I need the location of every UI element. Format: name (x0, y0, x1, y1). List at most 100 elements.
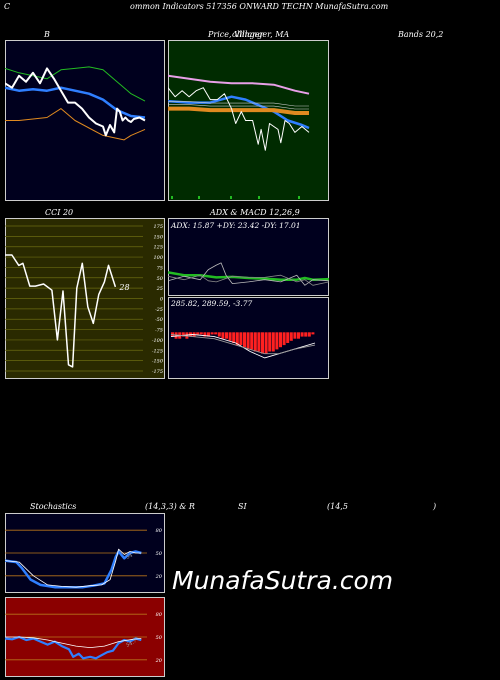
rsi-rsi-line (5, 636, 142, 648)
macd-histogram-bar (264, 332, 268, 354)
macd-histogram-bar (300, 332, 304, 337)
cci-tick-label-11: -100 (152, 338, 164, 344)
cci-panel: 175 150 125 100 75 50 25 0 -25 -50 -75 -100 -125 -150… (5, 218, 165, 379)
macd-histogram-bar (282, 332, 286, 346)
bollinger-label: B (44, 30, 50, 39)
bollinger-middle-line (5, 86, 146, 119)
cci-annotation: 28 (118, 283, 129, 292)
cci-cci-line (5, 254, 117, 368)
stoch-tick-label-0: 80 (156, 528, 163, 534)
macd-histogram-bar (214, 332, 218, 335)
rsi-params-label: (14,5 (327, 502, 348, 511)
macd-histogram-bar (203, 332, 207, 337)
macd-histogram-bar (239, 332, 243, 346)
macd-title: 285.82, 289.59, -3.77 (170, 299, 252, 308)
price-volume-bar-3 (258, 196, 260, 199)
header-left-mark: C (4, 2, 11, 11)
cci-label: CCI 20 (45, 208, 74, 217)
bands-label: Bands 20,2 (398, 30, 444, 39)
macd-histogram-bar (196, 332, 200, 335)
macd-histogram-bar (293, 332, 297, 339)
macd-histogram-bar (307, 332, 311, 337)
macd-histogram-bar (207, 332, 210, 337)
bollinger-panel (5, 40, 165, 201)
bollinger-price-line (5, 67, 146, 137)
rsi-tick-label-1: 50 (156, 635, 163, 641)
watermark: MunafaSutra.com (172, 566, 394, 595)
cci-tick-label-14: -175 (152, 369, 163, 375)
cci-tick-label-10: -75 (155, 328, 163, 334)
stoch-tick-label-2: 20 (155, 574, 163, 580)
macd-histogram-bar (253, 332, 257, 352)
price-band-line-1 (168, 101, 309, 107)
price-price-line (168, 87, 310, 151)
adx-plus_di-line (168, 262, 329, 286)
cci-tick-label-8: -25 (155, 307, 163, 313)
macd-histogram-bar (279, 332, 282, 348)
macd-histogram-bar (235, 332, 239, 346)
cci-tick-label-13: -150 (152, 359, 164, 365)
macd-histogram-bar (174, 332, 178, 339)
stoch-annotation: 54 (125, 552, 134, 560)
macd-histogram-bar (250, 332, 254, 350)
macd-signal-line (170, 334, 316, 355)
panel-background (5, 40, 165, 201)
price-ma_slow-line (168, 106, 309, 115)
price-volume-bar-4 (298, 196, 300, 199)
macd-histogram-bar (232, 332, 236, 343)
stochastics-params-label: (14,3,3) & R (145, 502, 195, 511)
stochastics-label: Stochastics (30, 502, 77, 511)
stoch-tick-label-1: 50 (156, 551, 163, 557)
cci-tick-label-3: 100 (153, 255, 163, 261)
macd-histogram-bar (311, 332, 315, 335)
macd-histogram-bar (210, 332, 214, 335)
macd-histogram-bar (221, 332, 225, 339)
macd-histogram-bar (304, 332, 308, 337)
rsi-tick-label-0: 80 (156, 612, 163, 618)
macd-histogram-bar (261, 332, 264, 354)
macd-histogram-bar (271, 332, 275, 352)
price-label: Price, Villanger, MA (208, 30, 290, 39)
stoch-d-line (5, 548, 142, 588)
cci-tick-label-5: 50 (157, 276, 164, 282)
rsi-panel: 80 50 20 54.7 (5, 597, 165, 677)
cci-tick-label-9: -50 (155, 317, 164, 323)
macd-histogram-bar (243, 332, 246, 348)
macd-histogram-bar (225, 332, 228, 339)
bollinger-lower-line (5, 108, 146, 141)
cci-tick-label-0: 175 (153, 224, 163, 230)
macd-histogram-bar (286, 332, 290, 343)
price-volume-bar-1 (198, 196, 200, 199)
macd-histogram-bar (289, 332, 293, 341)
panel-background (168, 218, 329, 296)
stochastics-panel: 80 50 20 54 (5, 513, 165, 593)
rsi-label: SI (238, 502, 247, 511)
macd-histogram-bar (297, 332, 300, 339)
cci-tick-label-4: 75 (157, 265, 163, 271)
price-volume-bar-0 (171, 196, 173, 199)
macd-histogram-bar (217, 332, 221, 337)
price-volume-bar-2 (230, 196, 232, 199)
adx-adx-line (168, 271, 329, 281)
bollinger-upper-line (5, 66, 146, 102)
rsi-rsi_mfi-line (5, 635, 142, 660)
macd-histogram-bar (268, 332, 272, 352)
macd-histogram-bar (257, 332, 261, 352)
price-band-line-0 (168, 104, 309, 110)
rsi-annotation: 54.7 (125, 638, 138, 649)
adx-title: ADX: 15.87 +DY: 23.42 -DY: 17.01 (170, 221, 301, 230)
chart-title: ommon Indicators 517356 ONWARD TECHN Mun… (130, 2, 389, 11)
macd-panel: 285.82, 289.59, -3.77 (168, 297, 329, 379)
rsi-close-label: ) (433, 502, 437, 511)
macd-histogram-bar (275, 332, 279, 350)
price-upper-line (168, 74, 310, 95)
cci-tick-label-6: 25 (156, 286, 163, 292)
adx-panel: ADX: 15.87 +DY: 23.42 -DY: 17.01 (168, 218, 329, 296)
adx-minus_di-line (168, 274, 329, 286)
cci-tick-label-12: -125 (152, 348, 163, 354)
cci-tick-label-7: 0 (160, 297, 164, 303)
cci-tick-label-1: 150 (153, 234, 163, 240)
price-panel (168, 40, 329, 201)
adx-macd-label: ADX & MACD 12,26,9 (210, 208, 300, 217)
price-label-overlay: ollinger (232, 30, 264, 39)
